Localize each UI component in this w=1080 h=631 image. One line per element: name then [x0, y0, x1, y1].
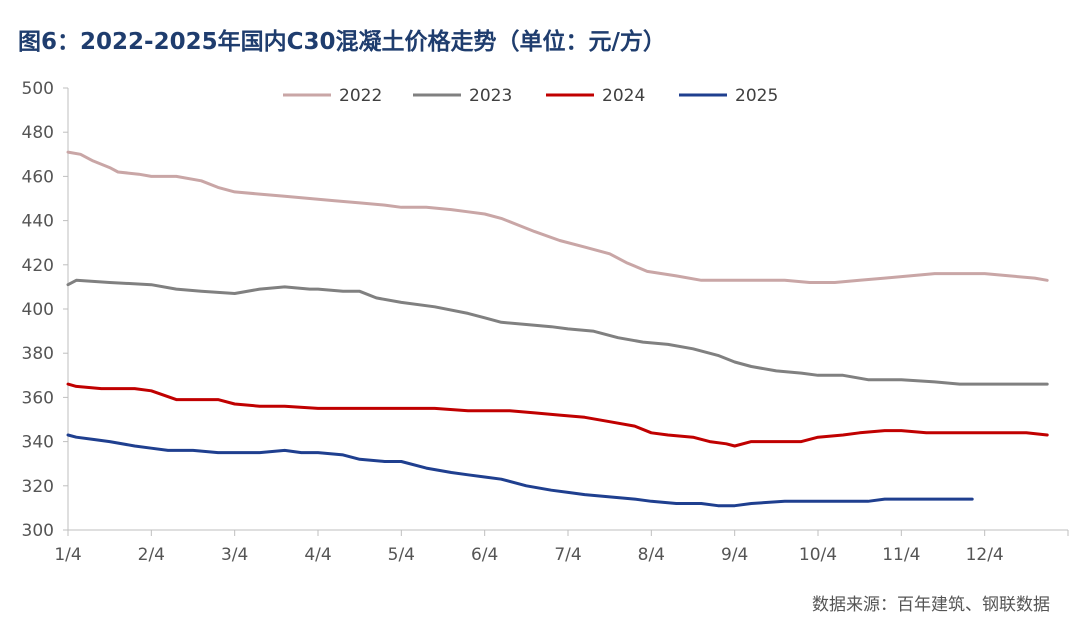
- series-line-2022: [66, 150, 1049, 284]
- x-tick-label: 11/4: [882, 545, 920, 565]
- y-tick-label: 460: [22, 167, 54, 187]
- y-axis: 300 320 340 360 380 400 420 440 460 480 500: [22, 79, 69, 541]
- x-tick-label: 8/4: [638, 545, 665, 565]
- y-tick-label: 360: [22, 388, 54, 408]
- x-axis: 1/4 2/4 3/4 4/4 5/4 6/4 7/4 8/4 9/4 10/4 11/4 12/4: [54, 529, 1069, 565]
- series-line-2025: [66, 433, 974, 508]
- x-tick-label: 9/4: [721, 545, 748, 565]
- data-source-note: 数据来源：百年建筑、钢联数据: [812, 595, 1050, 615]
- x-tick-label: 1/4: [54, 545, 81, 565]
- y-tick-label: 440: [22, 212, 54, 232]
- y-tick-label: 500: [22, 79, 54, 99]
- series-line-2024: [66, 382, 1049, 448]
- series-lines: [66, 150, 1049, 508]
- x-tick-label: 12/4: [966, 545, 1004, 565]
- series-line-2023: [66, 278, 1049, 386]
- y-tick-label: 480: [22, 123, 54, 143]
- y-tick-label: 340: [22, 433, 54, 453]
- x-tick-label: 3/4: [221, 545, 248, 565]
- legend-label-2025: 2025: [735, 86, 778, 106]
- y-tick-label: 380: [22, 344, 54, 364]
- legend: 2022 2023 2024 2025: [283, 86, 778, 106]
- legend-label-2023: 2023: [469, 86, 512, 106]
- x-tick-label: 6/4: [471, 545, 498, 565]
- x-tick-label: 10/4: [799, 545, 837, 565]
- legend-label-2022: 2022: [339, 86, 382, 106]
- x-tick-label: 7/4: [554, 545, 581, 565]
- y-tick-label: 320: [22, 477, 54, 497]
- legend-label-2024: 2024: [602, 86, 645, 106]
- x-tick-label: 2/4: [138, 545, 165, 565]
- y-tick-label: 400: [22, 300, 54, 320]
- x-tick-label: 5/4: [388, 545, 415, 565]
- y-tick-label: 420: [22, 256, 54, 276]
- chart-title: 图6：2022-2025年国内C30混凝土价格走势（单位：元/方）: [18, 29, 666, 55]
- y-tick-label: 300: [22, 521, 54, 541]
- x-tick-label: 4/4: [304, 545, 331, 565]
